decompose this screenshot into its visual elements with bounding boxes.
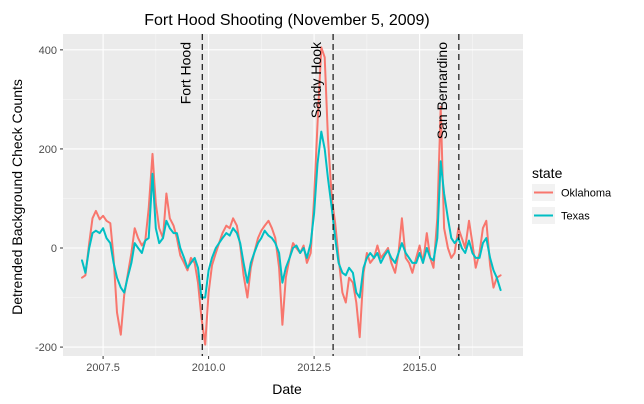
event-label: Sandy Hook — [308, 41, 324, 118]
y-tick-label: -200 — [35, 342, 57, 354]
y-tick-label: 400 — [39, 45, 57, 57]
plot-panel — [63, 34, 523, 356]
event-markers: Fort Hood Sandy Hook San Bernardino — [177, 34, 460, 356]
event-label: San Bernardino — [434, 42, 450, 140]
x-axis-title: Date — [272, 381, 302, 397]
chart-title: Fort Hood Shooting (November 5, 2009) — [144, 12, 429, 29]
x-tick-label: 2015.0 — [403, 362, 437, 374]
x-tick-label: 2010.0 — [192, 362, 226, 374]
x-tick-label: 2012.5 — [297, 362, 331, 374]
y-axis: -200 0 200 400 — [35, 45, 63, 354]
series-layer — [81, 46, 502, 346]
grid-minor — [63, 34, 523, 356]
y-tick-label: 0 — [51, 243, 57, 255]
series-line-texas — [81, 130, 502, 299]
y-axis-title: Detrended Background Check Counts — [9, 79, 25, 315]
event-label: Fort Hood — [177, 42, 193, 104]
x-tick-label: 2007.5 — [86, 362, 120, 374]
legend-label: Oklahoma — [561, 188, 612, 200]
legend-items: Oklahoma Texas — [532, 184, 612, 224]
legend: state Oklahoma Texas — [532, 165, 612, 224]
x-axis: 2007.5 2010.0 2012.5 2015.0 — [86, 356, 436, 374]
legend-title: state — [532, 165, 563, 181]
legend-label: Texas — [561, 211, 590, 223]
y-tick-label: 200 — [39, 144, 57, 156]
